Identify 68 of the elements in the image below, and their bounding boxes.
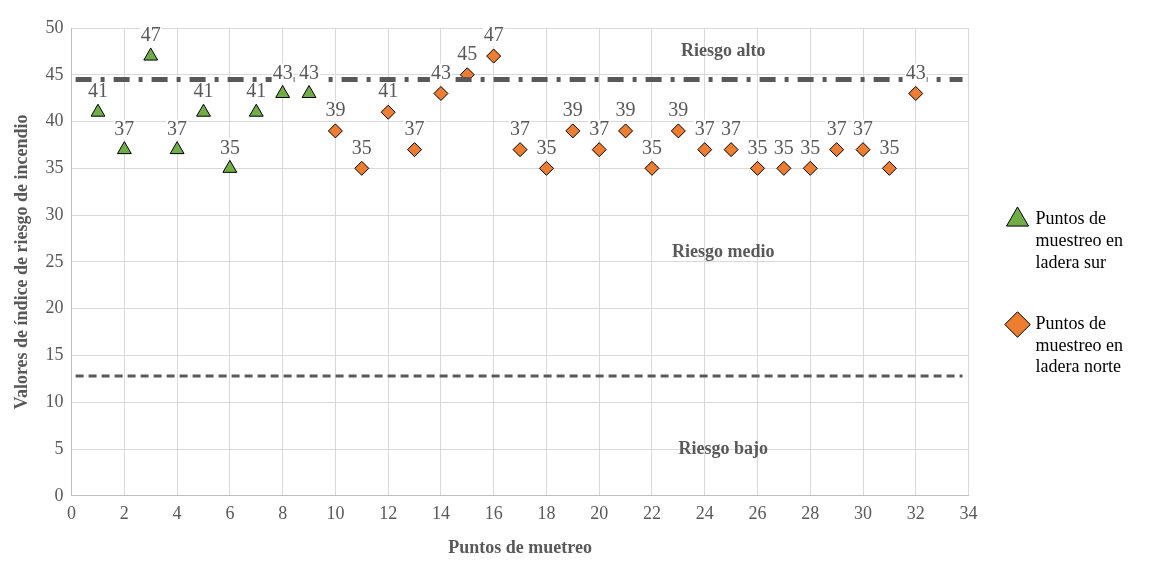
x-tick-label: 10 — [326, 503, 345, 524]
data-label: 35 — [641, 135, 662, 158]
data-label: 43 — [905, 60, 926, 83]
legend-label: Puntos de muestreo en ladera sur — [1035, 208, 1123, 272]
y-tick-label: 15 — [45, 344, 64, 365]
data-label: 37 — [694, 116, 715, 139]
x-axis-title: Puntos de muetreo — [448, 536, 592, 557]
data-label: 37 — [114, 116, 135, 139]
data-label: 37 — [853, 116, 874, 139]
x-tick-label: 26 — [748, 503, 767, 524]
data-label: 45 — [457, 42, 478, 65]
annotation: Riesgo medio — [671, 241, 775, 262]
x-tick-label: 2 — [119, 503, 129, 524]
data-label: 35 — [773, 135, 794, 158]
data-label: 43 — [430, 60, 451, 83]
data-label: 39 — [615, 98, 636, 121]
data-label: 39 — [562, 98, 583, 121]
y-tick-label: 20 — [45, 297, 64, 318]
data-label: 43 — [272, 60, 293, 83]
y-axis-title: Valores de índice de riesgo de incendio — [11, 114, 32, 410]
x-tick-label: 20 — [590, 503, 609, 524]
x-tick-label: 4 — [172, 503, 182, 524]
data-label: 47 — [483, 23, 504, 46]
data-label: 37 — [510, 116, 531, 139]
data-label: 37 — [826, 116, 847, 139]
x-tick-label: 8 — [278, 503, 288, 524]
y-tick-label: 10 — [45, 390, 64, 411]
y-tick-label: 45 — [45, 63, 64, 84]
x-tick-label: 16 — [484, 503, 503, 524]
annotation: Riesgo bajo — [678, 437, 768, 458]
data-label: 35 — [879, 135, 900, 158]
data-label: 47 — [140, 23, 161, 46]
data-label: 37 — [721, 116, 742, 139]
data-label: 41 — [87, 79, 108, 102]
data-label: 39 — [325, 98, 346, 121]
x-tick-label: 14 — [431, 503, 450, 524]
data-label: 35 — [219, 135, 240, 158]
x-tick-label: 12 — [379, 503, 398, 524]
y-tick-label: 5 — [54, 437, 64, 458]
y-tick-label: 0 — [54, 484, 64, 505]
y-tick-label: 40 — [45, 110, 64, 131]
y-tick-label: 50 — [45, 16, 64, 37]
x-tick-label: 34 — [959, 503, 978, 524]
y-tick-label: 25 — [45, 250, 64, 271]
data-label: 41 — [378, 79, 399, 102]
x-tick-label: 6 — [225, 503, 235, 524]
y-tick-label: 35 — [45, 157, 64, 178]
y-tick-label: 30 — [45, 203, 64, 224]
data-label: 35 — [747, 135, 768, 158]
data-label: 43 — [299, 60, 320, 83]
x-tick-label: 18 — [537, 503, 556, 524]
data-label: 39 — [668, 98, 689, 121]
x-tick-label: 30 — [854, 503, 873, 524]
data-label: 41 — [246, 79, 267, 102]
data-label: 35 — [800, 135, 821, 158]
legend-label: Puntos de muestreo en ladera norte — [1035, 313, 1123, 377]
data-label: 37 — [404, 116, 425, 139]
x-tick-label: 0 — [67, 503, 77, 524]
data-label: 35 — [351, 135, 372, 158]
x-tick-label: 22 — [642, 503, 661, 524]
data-label: 37 — [589, 116, 610, 139]
data-label: 41 — [193, 79, 214, 102]
data-label: 37 — [167, 116, 188, 139]
annotation: Riesgo alto — [680, 40, 766, 61]
x-tick-label: 24 — [695, 503, 714, 524]
data-label: 35 — [536, 135, 557, 158]
x-tick-label: 28 — [801, 503, 820, 524]
x-tick-label: 32 — [906, 503, 925, 524]
